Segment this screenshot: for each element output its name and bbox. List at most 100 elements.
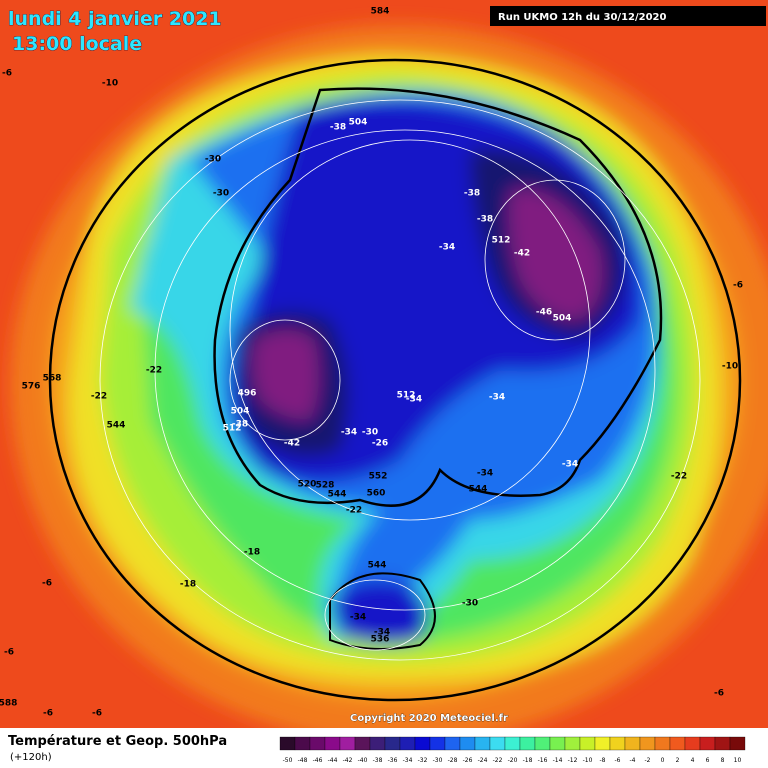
contour-label: -6: [42, 579, 52, 589]
map-time: 13:00 locale: [12, 33, 142, 55]
contour-label: -38: [477, 215, 493, 225]
scale-swatch: [609, 736, 626, 751]
scale-swatch: [729, 736, 746, 751]
scale-swatch: [579, 736, 596, 751]
contour-label: -38: [330, 123, 346, 133]
scale-swatch: [399, 736, 416, 751]
contour-label: -30: [205, 155, 221, 165]
contour-label: -34: [350, 613, 366, 623]
scale-label: -20: [508, 757, 518, 764]
contour-label: -6: [2, 69, 12, 79]
contour-label: 568: [43, 374, 62, 384]
contour-label: 504: [349, 118, 368, 128]
scale-label: -50: [283, 757, 293, 764]
contour-label: 504: [231, 407, 250, 417]
contour-label: -34: [562, 460, 578, 470]
scale-label: 10: [734, 757, 742, 764]
contour-label: -6: [92, 709, 102, 719]
scale-swatch: [564, 736, 581, 751]
contour-label: 512: [492, 236, 511, 246]
contour-label: 512: [397, 391, 416, 401]
contour-label: -42: [514, 249, 530, 259]
contour-label: 512: [223, 424, 242, 434]
scale-swatch: [594, 736, 611, 751]
scale-label: -16: [538, 757, 548, 764]
scale-swatch: [459, 736, 476, 751]
scale-label: -10: [583, 757, 593, 764]
scale-swatch: [414, 736, 431, 751]
scale-swatch: [504, 736, 521, 751]
scale-swatch: [699, 736, 716, 751]
scale-swatch: [474, 736, 491, 751]
scale-swatch: [519, 736, 536, 751]
contour-label: 544: [107, 421, 126, 431]
scale-swatch: [489, 736, 506, 751]
contour-label: 544: [368, 561, 387, 571]
scale-swatch: [309, 736, 326, 751]
scale-label: 2: [676, 757, 680, 764]
contour-label: -34: [439, 243, 455, 253]
contour-label: -10: [102, 79, 118, 89]
scale-swatch: [294, 736, 311, 751]
scale-label: -34: [403, 757, 413, 764]
contour-label: -6: [714, 689, 724, 699]
contour-label: -42: [284, 439, 300, 449]
scale-swatch: [534, 736, 551, 751]
scale-swatch: [429, 736, 446, 751]
contour-label: 536: [371, 635, 390, 645]
scale-label: -44: [328, 757, 338, 764]
scale-swatch: [384, 736, 401, 751]
run-info: Run UKMO 12h du 30/12/2020: [498, 12, 667, 23]
scale-label: -8: [600, 757, 606, 764]
contour-label: -6: [43, 709, 53, 719]
contour-label: -6: [4, 648, 14, 658]
contour-label: 504: [553, 314, 572, 324]
contour-label: 552: [369, 472, 388, 482]
scale-label: -18: [523, 757, 533, 764]
scale-swatch: [354, 736, 371, 751]
color-scale: -50 -48 -46 -44 -42 -40 -38 -36 -34 -32 -30 -28 -26-…: [279, 736, 746, 764]
contour-label: 576: [22, 382, 41, 392]
scale-label: -6: [615, 757, 621, 764]
contour-label: -34: [489, 393, 505, 403]
scale-swatch: [669, 736, 686, 751]
contour-label: 588: [0, 699, 17, 709]
scale-swatch: [339, 736, 356, 751]
contour-label: -22: [91, 392, 107, 402]
contour-label: -18: [244, 548, 260, 558]
footer-lead: (+120h): [10, 752, 52, 763]
scale-label: 4: [691, 757, 695, 764]
contour-label: -22: [346, 506, 362, 516]
contour-label: -22: [671, 472, 687, 482]
contour-label: -18: [180, 580, 196, 590]
copyright: Copyright 2020 Meteociel.fr: [350, 713, 508, 724]
scale-swatch: [549, 736, 566, 751]
scale-label: -36: [388, 757, 398, 764]
scale-label: -30: [433, 757, 443, 764]
scale-swatch: [639, 736, 656, 751]
scale-label: -12: [568, 757, 578, 764]
run-box: [490, 6, 766, 26]
scale-label: -42: [343, 757, 353, 764]
contour-label: -10: [722, 362, 738, 372]
scale-label: -32: [418, 757, 428, 764]
scale-label: -22: [493, 757, 503, 764]
scale-label: -26: [463, 757, 473, 764]
contour-label: 544: [328, 490, 347, 500]
scale-label: -38: [373, 757, 383, 764]
scale-label: -28: [448, 757, 458, 764]
scale-label: -24: [478, 757, 488, 764]
scale-swatch: [444, 736, 461, 751]
scale-swatch: [684, 736, 701, 751]
scale-swatch: [279, 736, 296, 751]
scale-swatch: [654, 736, 671, 751]
scale-swatch: [324, 736, 341, 751]
contour-label: -46: [536, 308, 552, 318]
contour-label: -38: [232, 420, 248, 430]
scale-swatch: [624, 736, 641, 751]
temperature-field: [0, 0, 768, 745]
scale-label: -2: [645, 757, 651, 764]
contour-label: -30: [213, 189, 229, 199]
contour-label: -34: [477, 469, 493, 479]
